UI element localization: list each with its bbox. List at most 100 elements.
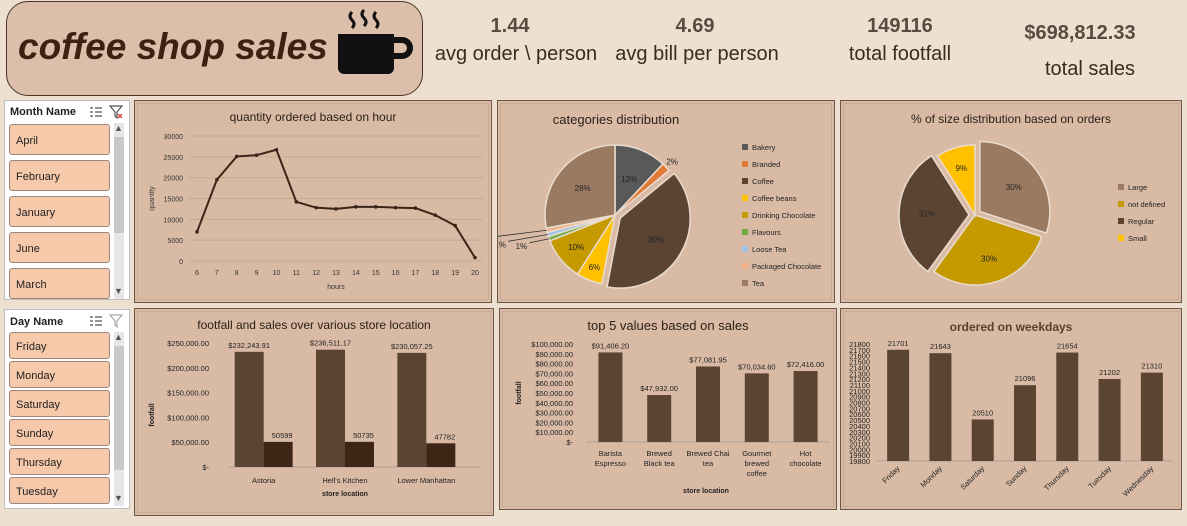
location-chart-panel: footfall and sales over various store lo…: [134, 308, 494, 516]
top5-chart-title: top 5 values based on sales: [587, 318, 749, 333]
y-tick-label: 20300: [849, 428, 870, 437]
x-tick-label: Barista: [599, 449, 623, 458]
y-tick-label: 20600: [849, 410, 870, 419]
bar: [263, 441, 293, 467]
data-point: [453, 223, 457, 228]
x-axis-title: store location: [683, 488, 729, 495]
y-tick-label: $30,000.00: [535, 409, 573, 418]
y-tick-label: $90,000.00: [535, 350, 573, 359]
categories-pie-chart: 12%2%39%6%10%1%1%1%28%BakeryBrandedCoffe…: [498, 143, 821, 289]
location-bar-chart: $- $50,000.00 $100,000.00 $150,000.00 $200,0…: [149, 339, 481, 498]
x-tick-label: 17: [412, 270, 420, 277]
x-tick-label: Espresso: [595, 459, 626, 468]
bar: [397, 352, 427, 467]
x-tick-label: 9: [255, 270, 259, 277]
legend-swatch: [742, 144, 748, 150]
kpi-avg-bill-value: 4.69: [675, 15, 715, 37]
data-point: [254, 153, 259, 157]
data-point: [195, 230, 199, 234]
data-point: [473, 255, 477, 260]
day-item-thursday[interactable]: Thursday: [9, 448, 110, 475]
hour-line-chart: 0 5000 10000 15000 20000 25000 30000 6 7 8 9 10 11 12…: [149, 134, 483, 291]
bar-data-label: 50599: [272, 431, 293, 440]
top5-chart-panel: top 5 values based on sales $- $10,000.00…: [499, 308, 837, 510]
bar: [887, 349, 910, 461]
month-item-march[interactable]: March: [9, 268, 110, 299]
y-tick-label: $100,000.00: [531, 340, 573, 349]
y-tick-label: 20500: [849, 416, 870, 425]
bar: [1014, 385, 1036, 461]
scroll-down-icon[interactable]: ▼: [114, 493, 123, 503]
leader-line: [498, 229, 547, 237]
day-item-monday[interactable]: Monday: [9, 361, 110, 388]
month-item-june[interactable]: June: [9, 232, 110, 263]
y-tick-label: 20100: [849, 439, 870, 448]
y-tick-label: $20,000.00: [535, 418, 573, 427]
y-tick-label: 21100: [850, 381, 870, 390]
x-tick-label: Astoria: [252, 476, 276, 485]
scroll-up-icon[interactable]: ▲: [114, 332, 123, 342]
dashboard-title: coffee shop sales: [18, 26, 328, 67]
day-item-tuesday[interactable]: Tuesday: [9, 477, 110, 504]
y-tick-label: 15000: [164, 197, 184, 204]
day-slicer[interactable]: Day Name Friday Monday Saturday Sunday T…: [4, 309, 130, 509]
x-tick-label: 11: [293, 270, 300, 277]
bar-data-label: 50735: [353, 431, 374, 440]
data-point: [354, 205, 358, 209]
day-scroll-thumb[interactable]: [114, 346, 124, 470]
weekdays-chart-title: ordered on weekdays: [949, 320, 1073, 334]
pie-data-label: 6%: [589, 263, 601, 272]
y-axis-title: footfall: [149, 403, 156, 426]
data-point: [274, 147, 279, 152]
y-tick-label: 20400: [849, 422, 870, 431]
month-item-april[interactable]: April: [9, 124, 110, 155]
clear-filter-icon[interactable]: [109, 105, 123, 119]
legend-label: Flavours: [752, 228, 781, 237]
legend-swatch: [742, 229, 748, 235]
pie-data-label: 10%: [568, 243, 584, 252]
y-tick-label: $-: [202, 463, 209, 472]
bar: [793, 371, 818, 442]
month-scroll-thumb[interactable]: [114, 137, 124, 233]
month-slicer[interactable]: Month Name April February January June M…: [4, 100, 130, 300]
hour-chart-panel: quantity ordered based on hour 0 5000 1000…: [134, 100, 492, 303]
month-slicer-title: Month Name: [10, 106, 76, 118]
data-point: [433, 213, 438, 217]
pie-slice: [979, 140, 1051, 235]
x-tick-label: Hell's Kitchen: [322, 476, 367, 485]
kpi-avg-order-label: avg order \ person: [434, 43, 598, 65]
pie-slice: [898, 154, 970, 273]
multi-select-icon[interactable]: [89, 315, 103, 327]
x-tick-label: Wednesday: [1121, 464, 1155, 498]
pie-data-label: 30%: [981, 254, 997, 263]
clear-filter-icon[interactable]: [109, 314, 123, 328]
y-tick-label: 25000: [164, 155, 184, 162]
pie-slice: [544, 144, 616, 229]
x-tick-label: 7: [215, 270, 219, 277]
x-tick-label: Gourmet: [742, 449, 772, 458]
categories-chart-title: categories distribution: [552, 112, 680, 127]
day-item-friday[interactable]: Friday: [9, 332, 110, 359]
month-item-january[interactable]: January: [9, 196, 110, 227]
day-item-sunday[interactable]: Sunday: [9, 419, 110, 446]
bar: [345, 441, 374, 467]
scroll-down-icon[interactable]: ▼: [114, 286, 123, 296]
x-tick-label: Hot: [800, 449, 813, 458]
x-tick-label: Saturday: [959, 464, 987, 492]
legend-label: Drinking Chocolate: [752, 211, 815, 220]
y-tick-label: 19900: [849, 451, 870, 460]
legend-label: not defined: [1128, 200, 1165, 209]
kpi-total-sales-label: total sales: [1044, 58, 1136, 80]
bar: [647, 395, 672, 442]
legend-label: Large: [1128, 183, 1147, 192]
month-item-february[interactable]: February: [9, 160, 110, 191]
x-tick-label: 18: [431, 270, 439, 277]
bar: [598, 352, 623, 442]
size-chart-title: % of size distribution based on orders: [910, 112, 1112, 126]
x-tick-label: 6: [195, 270, 199, 277]
data-point: [334, 207, 338, 211]
scroll-up-icon[interactable]: ▲: [114, 123, 123, 133]
bar-data-label: 21654: [1057, 342, 1078, 351]
day-item-saturday[interactable]: Saturday: [9, 390, 110, 417]
multi-select-icon[interactable]: [89, 106, 103, 118]
